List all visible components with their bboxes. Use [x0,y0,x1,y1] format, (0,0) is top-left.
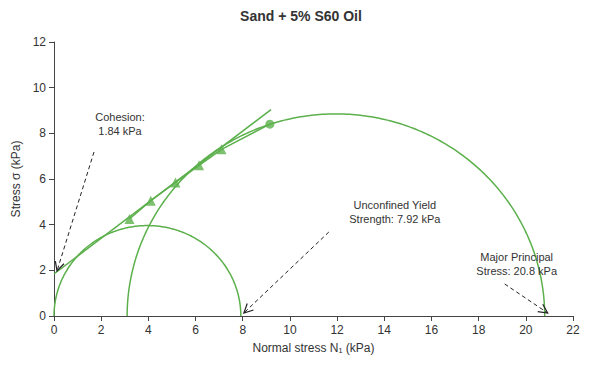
svg-text:14: 14 [378,323,392,337]
svg-text:8: 8 [239,323,246,337]
svg-text:16: 16 [425,323,439,337]
svg-text:Strength: 7.92 kPa: Strength: 7.92 kPa [349,213,441,225]
svg-text:Unconfined Yield: Unconfined Yield [354,199,437,211]
svg-text:Sand + 5% S60 Oil: Sand + 5% S60 Oil [240,8,362,24]
svg-text:12: 12 [330,323,344,337]
svg-text:Stress: 20.8 kPa: Stress: 20.8 kPa [476,265,558,277]
svg-text:0: 0 [51,323,58,337]
svg-text:1.84 kPa: 1.84 kPa [98,125,142,137]
svg-text:Normal stress N₁ (kPa): Normal stress N₁ (kPa) [252,341,374,355]
svg-text:4: 4 [39,218,46,232]
svg-text:12: 12 [33,35,47,49]
svg-text:Cohesion:: Cohesion: [95,111,145,123]
svg-text:20: 20 [519,323,533,337]
svg-text:6: 6 [192,323,199,337]
svg-text:6: 6 [39,172,46,186]
svg-text:Major Principal: Major Principal [480,251,553,263]
svg-text:2: 2 [39,263,46,277]
svg-text:4: 4 [145,323,152,337]
svg-text:Stress σ (kPa): Stress σ (kPa) [9,141,23,218]
svg-text:0: 0 [39,309,46,323]
svg-text:10: 10 [283,323,297,337]
svg-text:22: 22 [566,323,580,337]
svg-text:2: 2 [98,323,105,337]
svg-text:8: 8 [39,126,46,140]
svg-text:10: 10 [33,81,47,95]
svg-text:18: 18 [472,323,486,337]
